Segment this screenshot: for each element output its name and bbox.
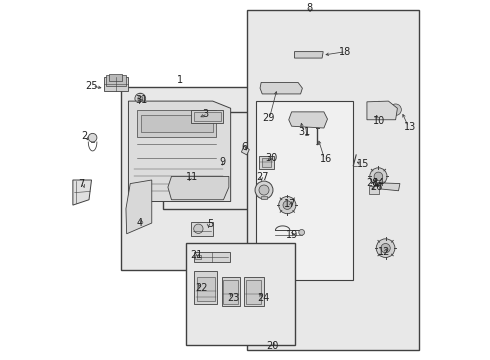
Bar xyxy=(122,87,248,270)
Polygon shape xyxy=(126,180,152,234)
Text: 31: 31 xyxy=(135,95,147,105)
Text: 4: 4 xyxy=(137,218,143,228)
Circle shape xyxy=(255,181,273,199)
Text: 8: 8 xyxy=(307,3,313,13)
Text: 11: 11 xyxy=(186,172,198,182)
Polygon shape xyxy=(289,112,327,128)
Bar xyxy=(246,280,261,304)
Circle shape xyxy=(88,134,97,142)
Bar xyxy=(141,116,213,132)
Circle shape xyxy=(299,229,304,235)
Polygon shape xyxy=(128,101,231,202)
Bar xyxy=(195,255,201,259)
Polygon shape xyxy=(381,183,400,191)
Text: 19: 19 xyxy=(286,230,298,239)
Circle shape xyxy=(135,93,146,104)
Bar xyxy=(221,277,240,306)
Text: 23: 23 xyxy=(227,293,240,303)
Circle shape xyxy=(259,185,269,195)
Polygon shape xyxy=(260,82,302,94)
Text: 21: 21 xyxy=(190,249,203,260)
Text: 26: 26 xyxy=(370,182,383,192)
Bar xyxy=(194,112,221,121)
Bar xyxy=(194,252,230,262)
Text: 24: 24 xyxy=(257,293,269,303)
Circle shape xyxy=(374,172,383,181)
Text: 18: 18 xyxy=(339,46,351,57)
Bar xyxy=(191,110,223,123)
Text: 12: 12 xyxy=(378,247,390,257)
Text: 25: 25 xyxy=(85,81,97,91)
Bar xyxy=(186,243,295,345)
Bar xyxy=(163,112,281,209)
Circle shape xyxy=(186,184,193,192)
Bar xyxy=(109,74,122,81)
Text: 14: 14 xyxy=(373,178,386,188)
Text: 2: 2 xyxy=(81,131,87,141)
Bar xyxy=(262,158,271,167)
Circle shape xyxy=(370,168,387,185)
Text: 27: 27 xyxy=(256,172,269,182)
Bar xyxy=(256,101,353,280)
Text: 9: 9 xyxy=(219,157,225,167)
Text: 31: 31 xyxy=(298,127,310,136)
Bar xyxy=(194,271,218,304)
Text: 3: 3 xyxy=(203,109,209,119)
Text: 10: 10 xyxy=(373,116,385,126)
Circle shape xyxy=(283,201,292,210)
Circle shape xyxy=(381,243,390,253)
Text: 22: 22 xyxy=(195,283,207,293)
Bar xyxy=(191,222,213,235)
Circle shape xyxy=(279,197,296,214)
Text: 16: 16 xyxy=(319,154,332,164)
Text: 1: 1 xyxy=(177,75,183,85)
Bar xyxy=(261,197,267,199)
Polygon shape xyxy=(168,176,229,200)
Polygon shape xyxy=(294,51,323,58)
Text: 30: 30 xyxy=(266,153,278,163)
Polygon shape xyxy=(73,180,92,205)
Circle shape xyxy=(390,104,401,116)
Bar xyxy=(196,277,215,301)
Text: 17: 17 xyxy=(284,199,296,210)
Circle shape xyxy=(176,183,185,193)
Circle shape xyxy=(194,224,203,233)
Bar xyxy=(139,99,142,104)
Text: 29: 29 xyxy=(262,113,274,123)
Bar xyxy=(223,280,238,304)
Bar xyxy=(368,186,379,194)
Polygon shape xyxy=(367,101,397,120)
Bar xyxy=(245,277,264,306)
Text: 20: 20 xyxy=(267,341,279,351)
Bar xyxy=(137,110,216,137)
Bar xyxy=(104,77,128,91)
Text: 28: 28 xyxy=(366,178,378,188)
Text: 15: 15 xyxy=(357,159,369,169)
Text: 5: 5 xyxy=(207,220,214,229)
Text: 6: 6 xyxy=(242,142,247,152)
Bar xyxy=(259,156,274,169)
Text: 7: 7 xyxy=(78,179,84,189)
Circle shape xyxy=(138,96,143,101)
Text: 13: 13 xyxy=(403,122,416,132)
Bar xyxy=(106,75,125,86)
Bar xyxy=(247,10,419,350)
Polygon shape xyxy=(242,146,249,155)
Circle shape xyxy=(376,239,395,257)
